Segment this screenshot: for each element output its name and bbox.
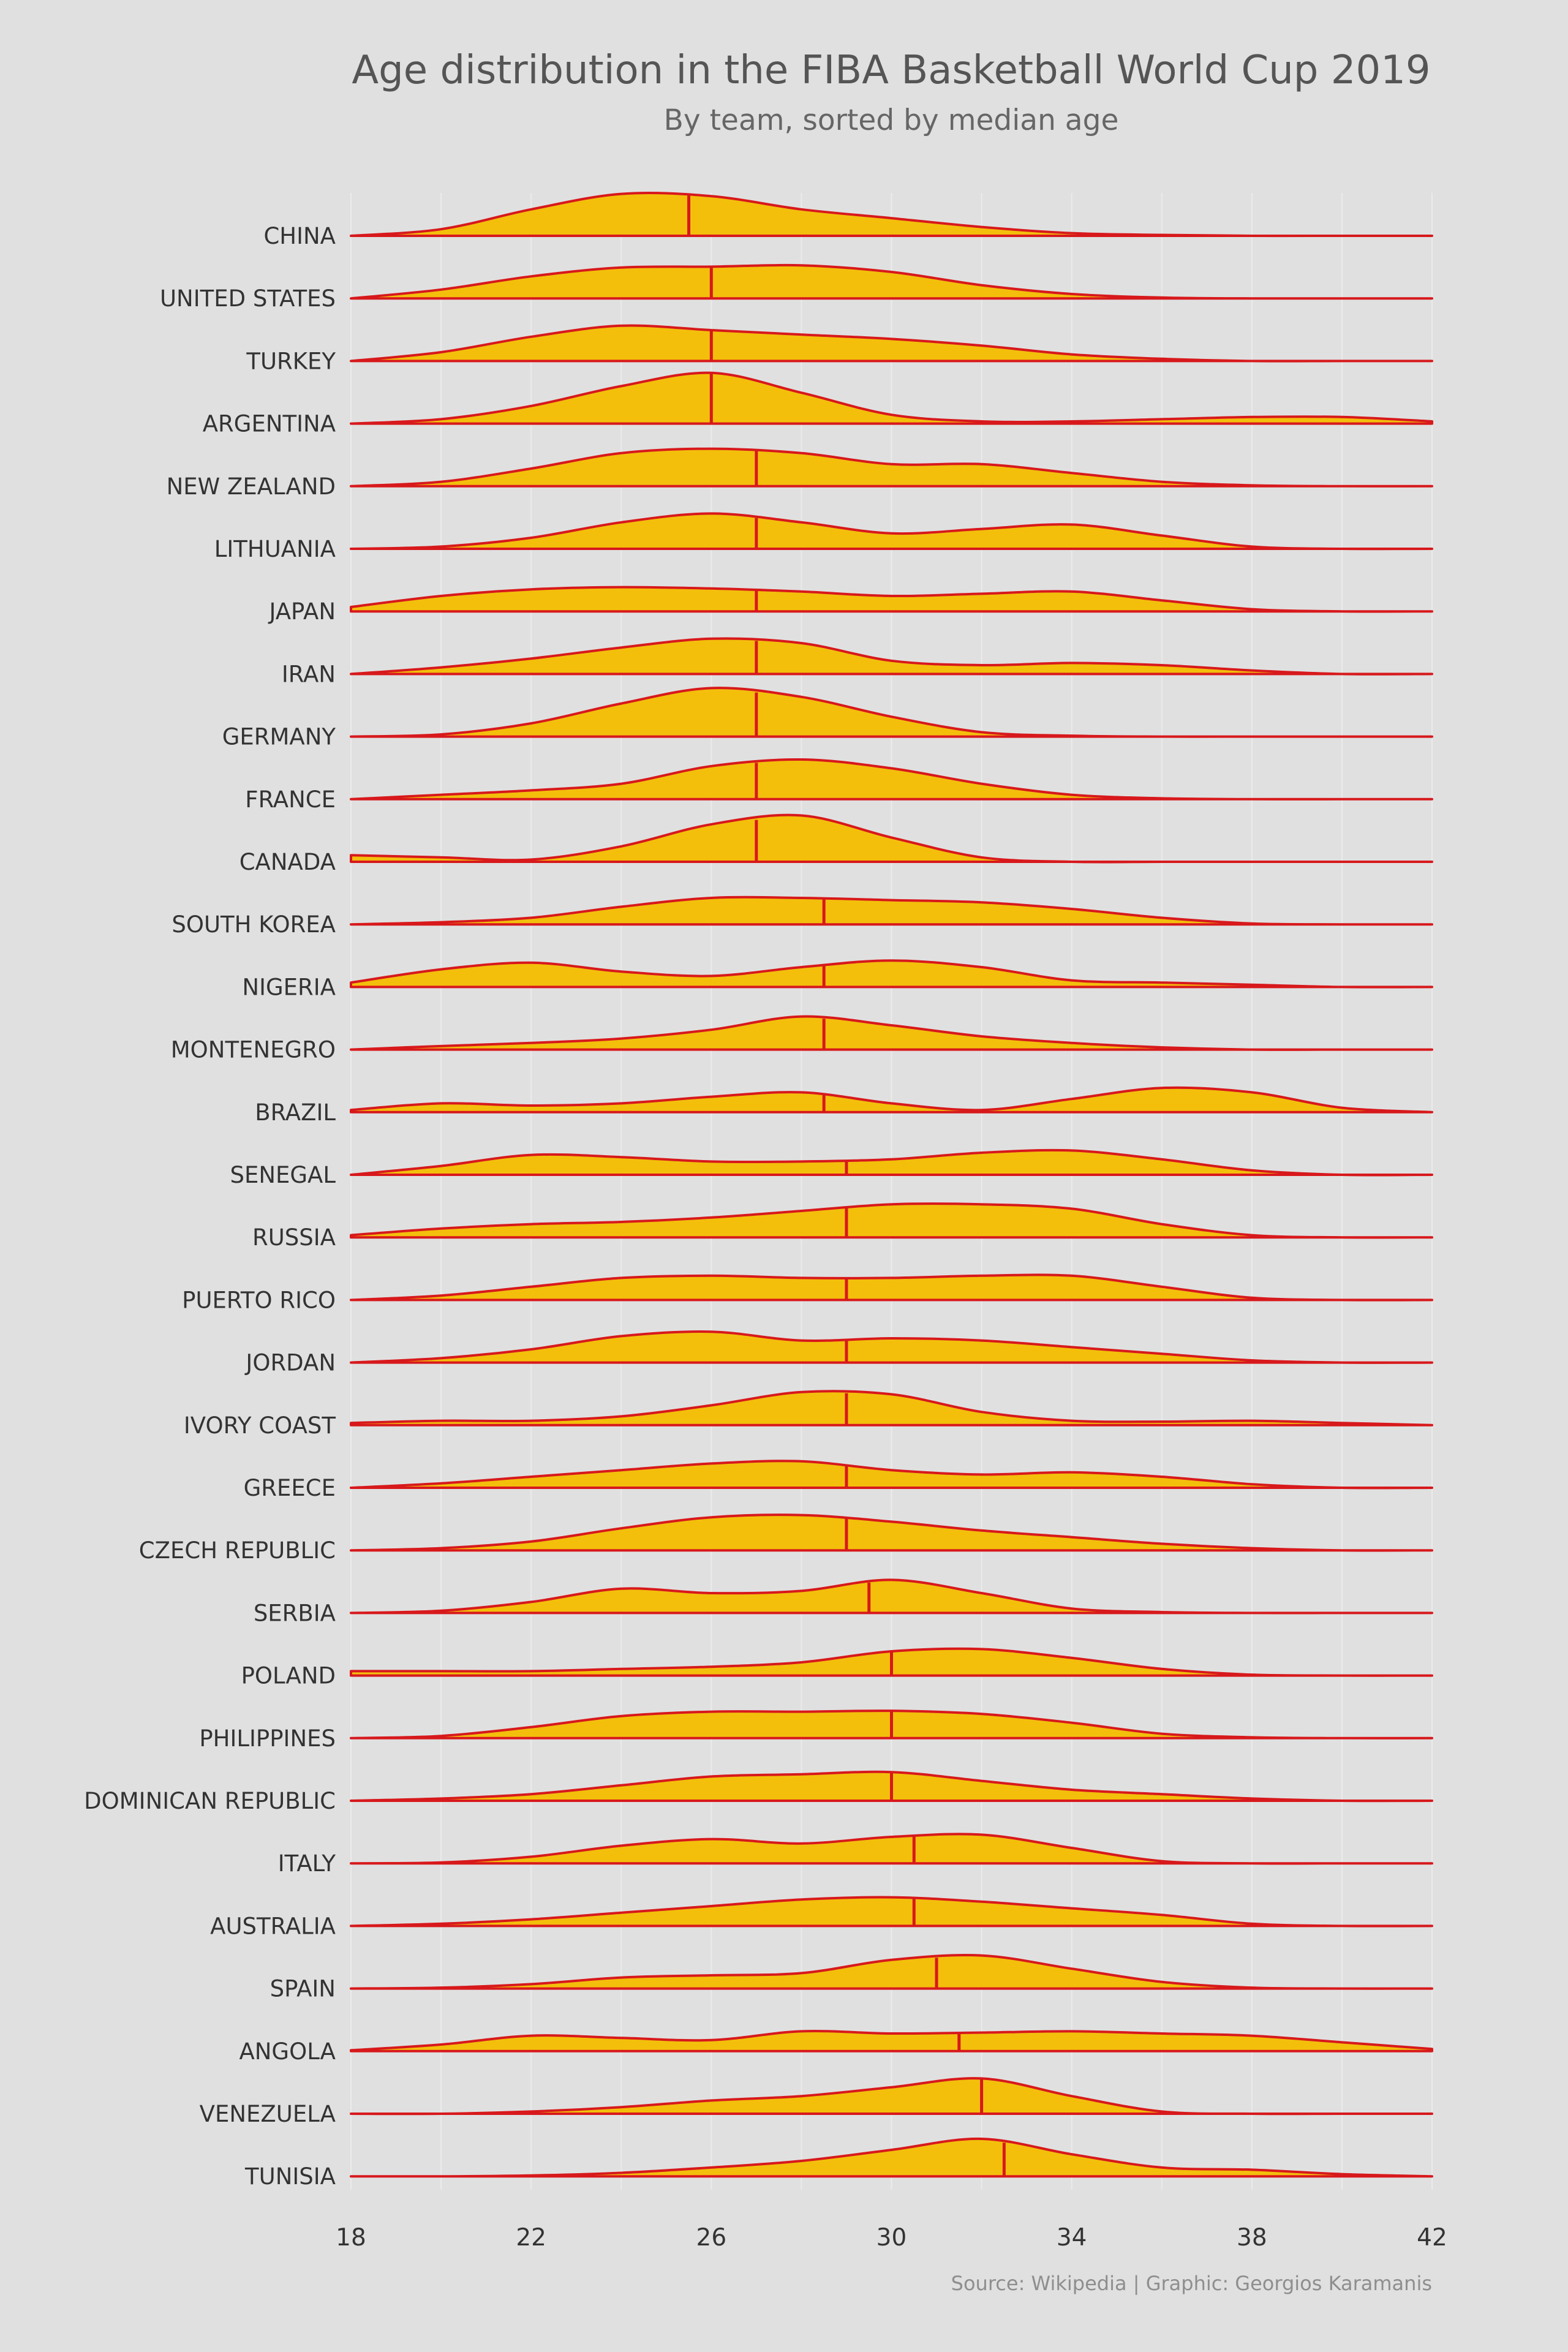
x-tick-label: 42 <box>1417 2224 1447 2252</box>
team-label: IVORY COAST <box>184 1412 336 1439</box>
team-label: ARGENTINA <box>203 411 336 437</box>
team-label: SOUTH KOREA <box>172 911 336 938</box>
ridge-lithuania <box>350 512 1433 551</box>
x-tick-label: 26 <box>696 2224 727 2252</box>
ridge-montenegro <box>350 1015 1433 1051</box>
x-tick-label: 22 <box>516 2224 546 2252</box>
ridge-czech-republic <box>350 1513 1433 1552</box>
ridge-south-korea <box>350 895 1433 926</box>
chart-caption: Source: Wikipedia | Graphic: Georgios Ka… <box>951 2272 1432 2295</box>
ridge-italy <box>350 1833 1433 1865</box>
ridge-canada <box>350 813 1433 864</box>
ridge-iran <box>350 637 1433 676</box>
ridge-greece <box>350 1460 1433 1490</box>
ridge-france <box>350 758 1433 801</box>
team-label: LITHUANIA <box>214 536 336 562</box>
team-label: DOMINICAN REPUBLIC <box>84 1788 336 1814</box>
gridlines <box>350 193 1433 2190</box>
x-tick-label: 38 <box>1237 2224 1267 2252</box>
ridge-serbia <box>350 1578 1433 1615</box>
team-label: SENEGAL <box>230 1162 336 1188</box>
team-label: JORDAN <box>244 1350 336 1376</box>
team-label: PHILIPPINES <box>199 1725 336 1752</box>
x-tick-label: 30 <box>876 2224 907 2252</box>
ridge-japan <box>350 586 1433 613</box>
ridge-russia <box>350 1202 1433 1239</box>
team-label: JAPAN <box>268 598 336 625</box>
team-label: FRANCE <box>245 786 336 813</box>
ridge-venezuela <box>350 2077 1433 2116</box>
team-label: PUERTO RICO <box>182 1287 336 1313</box>
team-label: TURKEY <box>246 348 336 374</box>
team-label: VENEZUELA <box>200 2101 336 2127</box>
team-label: UNITED STATES <box>160 285 336 312</box>
team-label: GREECE <box>244 1475 336 1501</box>
team-label: AUSTRALIA <box>210 1913 336 1939</box>
ridge-china <box>350 191 1433 238</box>
ridge-argentina <box>350 371 1433 425</box>
chart-subtitle: By team, sorted by median age <box>664 104 1119 137</box>
team-label: CZECH REPUBLIC <box>139 1537 336 1564</box>
team-label: POLAND <box>241 1663 336 1689</box>
team-label: NIGERIA <box>242 974 336 1000</box>
x-tick-label: 18 <box>336 2224 366 2252</box>
chart-title: Age distribution in the FIBA Basketball … <box>352 48 1430 93</box>
team-label: CANADA <box>239 849 336 875</box>
ridge-senegal <box>350 1148 1433 1177</box>
x-axis-ticks: 18 22 26 30 34 38 42 <box>336 2224 1447 2252</box>
team-label: SERBIA <box>254 1600 336 1626</box>
team-label: GERMANY <box>222 724 336 750</box>
team-label: BRAZIL <box>255 1099 336 1126</box>
ridge-spain <box>350 1953 1433 1990</box>
ridge-australia <box>350 1896 1433 1928</box>
team-label: TUNISIA <box>244 2163 336 2190</box>
team-labels: CHINA UNITED STATES TURKEY ARGENTINA NEW ZEA… <box>84 223 336 2190</box>
ridge-puerto-rico <box>350 1273 1433 1302</box>
team-label: ITALY <box>278 1850 336 1877</box>
team-label: CHINA <box>263 223 336 249</box>
team-label: IRAN <box>282 661 336 687</box>
ridge-tunisia <box>350 2137 1433 2178</box>
ridges <box>350 191 1433 2178</box>
ridge-brazil <box>350 1086 1433 1114</box>
team-label: SPAIN <box>270 1976 336 2002</box>
ridge-jordan <box>350 1330 1433 1364</box>
team-label: RUSSIA <box>252 1224 336 1251</box>
ridge-turkey <box>350 324 1433 363</box>
x-tick-label: 34 <box>1057 2224 1087 2252</box>
team-label: NEW ZEALAND <box>167 473 336 500</box>
ridge-new-zealand <box>350 447 1433 488</box>
team-label: MONTENEGRO <box>171 1037 336 1063</box>
ridge-angola <box>350 2030 1433 2052</box>
team-label: ANGOLA <box>239 2038 336 2065</box>
ridge-nigeria <box>350 959 1433 989</box>
ridge-ivory-coast <box>350 1390 1433 1427</box>
ridge-united-states <box>350 263 1433 300</box>
ridge-germany <box>350 687 1433 738</box>
